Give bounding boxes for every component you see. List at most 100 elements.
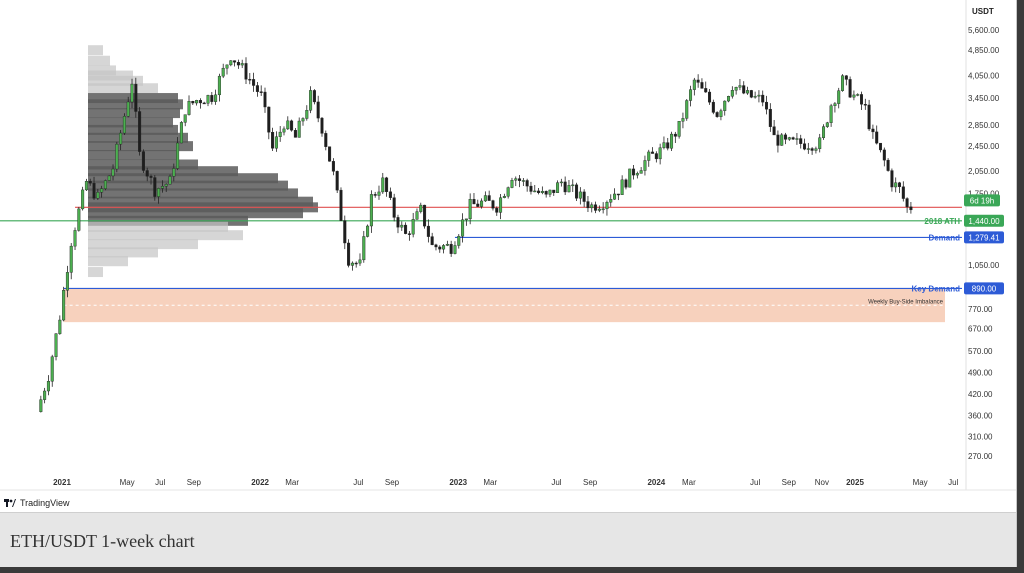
candle-body: [107, 175, 111, 181]
candle-body: [780, 134, 784, 146]
candle-body: [749, 90, 753, 98]
candle-body: [442, 245, 446, 250]
profile-bar: [88, 70, 133, 81]
candle-body: [202, 102, 206, 105]
candle-body: [50, 356, 54, 382]
candle-body: [856, 94, 860, 96]
candle-body: [354, 262, 358, 265]
tradingview-logo-icon: [4, 499, 16, 507]
time-axis[interactable]: 2021 May Jul Sep 2022 Mar Jul Sep 2023 Mar Jul Sep 2…: [0, 478, 1016, 491]
candle-body: [658, 147, 662, 160]
candle-body: [103, 180, 107, 189]
candle-body: [274, 136, 278, 149]
time-tick-label: 2025: [846, 478, 864, 487]
candle-body: [875, 131, 879, 144]
candle-body: [609, 199, 613, 203]
candle-body: [407, 233, 411, 235]
candle-body: [765, 101, 769, 110]
candle-body: [829, 105, 833, 123]
imbalance-zone: [63, 288, 945, 323]
candle-body: [335, 171, 339, 191]
candle-body: [62, 290, 66, 321]
candle-body: [757, 94, 761, 97]
candle-body: [225, 64, 229, 69]
candle-body: [799, 138, 803, 144]
candle-body: [867, 104, 871, 130]
profile-bar: [88, 108, 180, 119]
candle-body: [385, 177, 389, 192]
candle-body: [898, 182, 902, 187]
countdown-text: 6d 19h: [970, 196, 994, 205]
candle-body: [616, 193, 620, 196]
candle-body: [863, 104, 867, 106]
candle-body: [168, 176, 172, 185]
candle-body: [290, 120, 294, 131]
profile-bar: [88, 188, 298, 199]
candle-body: [43, 390, 47, 400]
candle-body: [510, 180, 514, 188]
candle-body: [837, 90, 841, 104]
candle-body: [358, 259, 362, 264]
candle-body: [438, 246, 442, 250]
candle-body: [457, 235, 461, 246]
time-tick-label: Nov: [815, 478, 829, 487]
candle-body: [229, 60, 233, 66]
candle-body: [806, 148, 810, 150]
profile-bar: [88, 124, 178, 135]
time-tick-label: Mar: [682, 478, 696, 487]
candle-body: [464, 218, 468, 221]
candle-body: [69, 245, 73, 273]
candle-body: [430, 236, 434, 246]
candle-body: [803, 143, 807, 150]
price-tick-label: 310.00: [968, 433, 993, 442]
candle-body: [183, 114, 187, 123]
level-value-text: 1,279.41: [968, 233, 1000, 242]
candle-body: [282, 128, 286, 133]
candle-body: [810, 148, 814, 151]
candle-body: [582, 191, 586, 202]
candle-body: [423, 204, 427, 227]
candle-body: [316, 101, 320, 119]
candle-body: [886, 159, 890, 171]
candle-body: [461, 219, 465, 237]
candle-body: [54, 333, 58, 357]
candle-body: [164, 183, 168, 187]
candle-body: [734, 87, 738, 91]
candle-body: [297, 120, 301, 138]
candle-body: [605, 202, 609, 210]
candle-body: [689, 89, 693, 101]
candle-body: [111, 168, 115, 177]
tradingview-logo[interactable]: TradingView: [4, 496, 70, 510]
candle-body: [191, 101, 195, 104]
price-chart[interactable]: USDT 5,600.00 4,850.00 4,050.00 3,450.00 2,85…: [0, 0, 1016, 512]
candle-body: [369, 194, 373, 227]
candle-body: [704, 88, 708, 93]
candle-body: [366, 225, 370, 237]
profile-bar: [88, 166, 238, 177]
candle-body: [244, 63, 248, 80]
candle-body: [575, 184, 579, 199]
candle-body: [157, 188, 161, 197]
price-axis[interactable]: USDT 5,600.00 4,850.00 4,050.00 3,450.00 2,85…: [965, 0, 1000, 490]
candle-body: [81, 189, 85, 210]
candle-body: [894, 182, 898, 188]
candle-body: [525, 180, 529, 187]
candle-body: [415, 211, 419, 220]
candle-body: [696, 79, 700, 83]
chart-area[interactable]: USDT 5,600.00 4,850.00 4,050.00 3,450.00 2,85…: [0, 0, 1016, 512]
candle-body: [784, 134, 788, 140]
candle-body: [647, 151, 651, 161]
candle-body: [624, 179, 628, 188]
time-tick-label: Mar: [483, 478, 497, 487]
price-tick-label: 5,600.00: [968, 26, 1000, 35]
candle-body: [350, 262, 354, 266]
candle-body: [320, 117, 324, 134]
candle-body: [221, 67, 225, 77]
candle-body: [301, 118, 305, 122]
price-axis-unit: USDT: [972, 7, 994, 16]
level-name-text: 2018 ATH: [924, 217, 960, 226]
candle-body: [58, 319, 62, 334]
candle-body: [195, 100, 199, 104]
candle-body: [662, 142, 666, 148]
candle-body: [73, 230, 77, 247]
